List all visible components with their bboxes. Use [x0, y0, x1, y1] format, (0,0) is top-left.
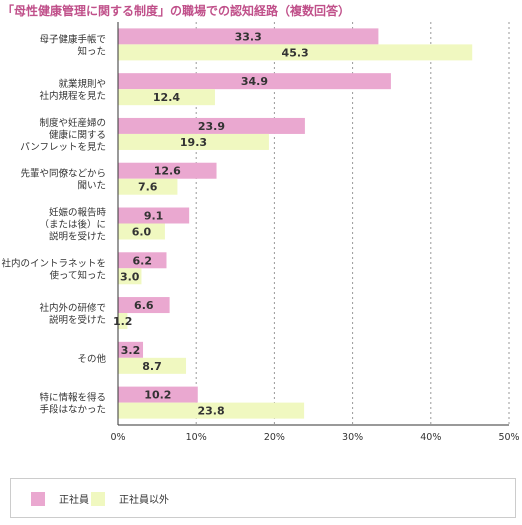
data-label: 19.3: [180, 136, 207, 149]
legend-label-series2: 正社員以外: [119, 495, 169, 506]
bar-series1: [118, 28, 379, 45]
bar-series1: [118, 73, 391, 90]
data-label: 12.6: [154, 165, 181, 178]
bar-series1: [118, 162, 217, 179]
category-label: （または後）に: [39, 219, 106, 231]
legend-item-series1: 正社員: [31, 491, 89, 506]
legend-swatch-series2: [91, 491, 105, 506]
data-label: 45.3: [282, 46, 309, 59]
bar-series2: [118, 133, 269, 150]
data-label: 3.0: [120, 270, 140, 283]
data-label: 23.9: [198, 120, 225, 133]
bar-series2: [118, 313, 128, 330]
category-label: パンフレットを見た: [20, 142, 106, 153]
chart-title: 「母性健康管理に関する制度」の職場での認知経路（複数回答）: [2, 4, 351, 18]
data-label: 1.2: [113, 315, 133, 328]
x-tick-label: 40%: [420, 432, 441, 443]
category-label: 母子健康手帳で: [39, 33, 106, 45]
legend-label-series1: 正社員: [59, 495, 89, 506]
bar-series2: [118, 223, 165, 240]
data-label: 6.0: [132, 226, 152, 239]
category-label: 特に情報を得る: [39, 392, 106, 404]
category-label: 社内のイントラネットを: [1, 257, 106, 269]
category-label: 聞いた: [77, 181, 106, 192]
category-label: 説明を受けた: [49, 314, 106, 326]
bar-series2: [118, 44, 473, 61]
x-tick-label: 10%: [186, 432, 207, 443]
category-label: 社内外の研修で: [39, 302, 106, 314]
data-label: 7.6: [138, 181, 158, 194]
x-tick-label: 30%: [342, 432, 363, 443]
bar-series2: [118, 178, 178, 195]
data-label: 34.9: [241, 75, 268, 88]
category-label: 就業規則や: [58, 78, 106, 90]
category-label: 使って知った: [49, 269, 106, 281]
bar-series1: [118, 341, 144, 358]
data-label: 3.2: [121, 344, 141, 357]
data-label: 33.3: [235, 30, 262, 43]
legend-swatch-series1: [31, 491, 45, 506]
bar-series1: [118, 252, 167, 269]
data-label: 12.4: [153, 91, 180, 104]
data-label: 8.7: [142, 360, 162, 373]
x-tick-label: 20%: [264, 432, 285, 443]
category-label: 社内規程を見た: [39, 90, 106, 102]
category-label: 健康に関する: [49, 129, 106, 141]
bar-series1: [118, 207, 190, 224]
category-label: 妊娠の報告時: [49, 207, 107, 219]
data-label: 23.8: [197, 405, 224, 418]
bar-series1: [118, 117, 305, 134]
category-label: その他: [77, 353, 106, 365]
x-tick-label: 0%: [110, 432, 125, 443]
data-label: 6.6: [134, 299, 154, 312]
legend: 正社員 正社員以外: [10, 478, 516, 518]
category-label: 知った: [77, 45, 106, 57]
data-label: 6.2: [132, 254, 152, 267]
x-tick-label: 50%: [498, 432, 519, 443]
legend-item-series2: 正社員以外: [91, 491, 169, 506]
category-label: 手段はなかった: [39, 404, 106, 416]
category-label: 先輩や同僚などから: [20, 168, 106, 180]
data-label: 10.2: [144, 389, 171, 402]
category-label: 制度や妊産婦の: [39, 117, 106, 129]
data-label: 9.1: [144, 210, 164, 223]
bar-series1: [118, 386, 198, 403]
bar-series2: [118, 89, 215, 106]
bar-series2: [118, 357, 187, 374]
bar-series2: [118, 402, 305, 419]
bar-series2: [118, 268, 142, 285]
category-label: 説明を受けた: [49, 231, 106, 243]
bar-series1: [118, 297, 170, 314]
